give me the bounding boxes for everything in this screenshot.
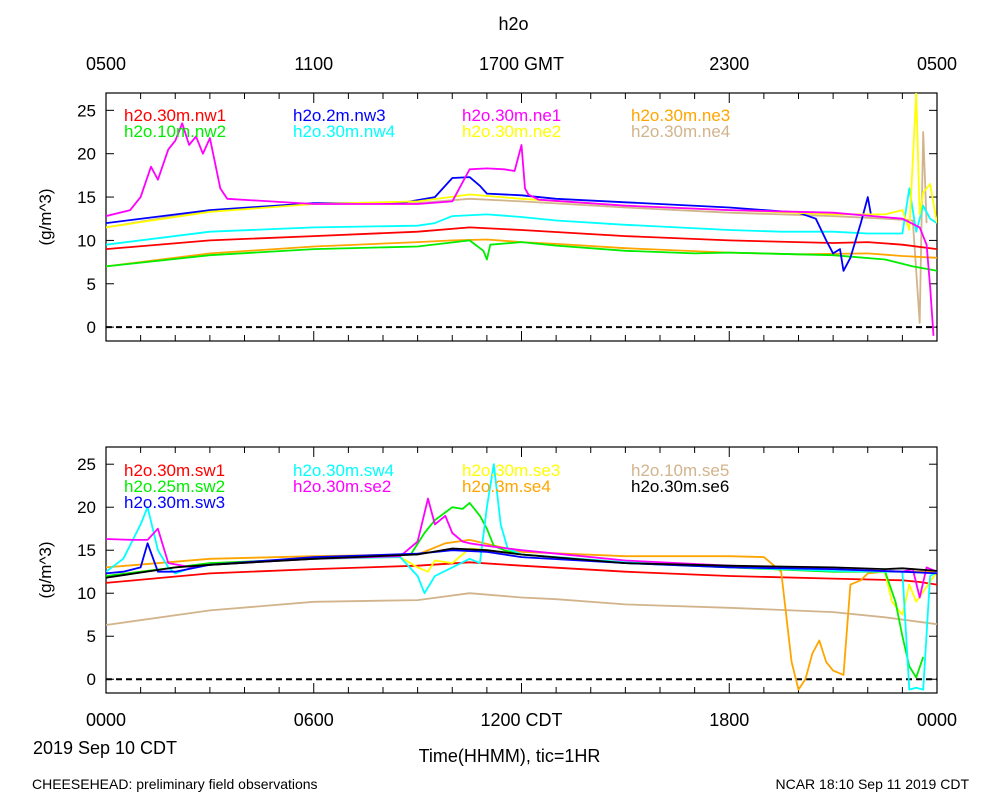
legend-entry-h2o-30m-sw4: h2o.30m.sw4 — [293, 461, 394, 480]
legend-entry-h2o-30m-sw3: h2o.30m.sw3 — [124, 493, 225, 512]
y-tick-label: 15 — [77, 188, 96, 207]
legend-entry-h2o-2m-nw3: h2o.2m.nw3 — [293, 106, 386, 125]
date-label: 2019 Sep 10 CDT — [33, 738, 177, 758]
series-line-h2o-30m-ne4 — [106, 131, 928, 324]
y-tick-label: 0 — [87, 670, 96, 689]
footer-left: CHEESEHEAD: preliminary field observatio… — [32, 776, 318, 792]
x-tick-label: 0000 — [86, 710, 126, 730]
y-axis-label: (g/m^3) — [36, 541, 55, 598]
y-tick-label: 0 — [87, 318, 96, 337]
legend-entry-h2o-30m-nw4: h2o.30m.nw4 — [293, 122, 395, 141]
x-axis-label: Time(HHMM), tic=1HR — [419, 746, 601, 766]
footer-right: NCAR 18:10 Sep 11 2019 CDT — [775, 776, 969, 792]
x-tick-label: 0600 — [294, 710, 334, 730]
y-tick-label: 25 — [77, 101, 96, 120]
y-tick-label: 20 — [77, 498, 96, 517]
series-line-h2o-2m-nw3 — [106, 176, 873, 272]
top-axis-label: 2300 — [709, 54, 749, 74]
top-axis-label: 1700 GMT — [479, 54, 564, 74]
y-tick-label: 10 — [77, 584, 96, 603]
series-line-h2o-10m-se5 — [106, 592, 937, 626]
series-line-h2o-30m-sw1 — [106, 561, 937, 586]
series-line-h2o-30m-se6 — [106, 547, 937, 579]
y-tick-label: 15 — [77, 541, 96, 560]
top-axis-label: 0500 — [917, 54, 957, 74]
legend-entry-h2o-10m-nw2: h2o.10m.nw2 — [124, 122, 226, 141]
top-axis-label: 0500 — [86, 54, 126, 74]
chart-title: h2o — [498, 14, 528, 34]
series-line-h2o-30m-nw4 — [106, 187, 937, 246]
legend-entry-h2o-30m-se2: h2o.30m.se2 — [293, 477, 391, 496]
legend-entry-h2o-30m-nw1: h2o.30m.nw1 — [124, 106, 226, 125]
series-line-h2o-30m-se2 — [106, 497, 937, 599]
y-tick-label: 25 — [77, 455, 96, 474]
legend-entry-h2o-10m-se5: h2o.10m.se5 — [631, 461, 729, 480]
legend-entry-h2o-30m-ne1: h2o.30m.ne1 — [462, 106, 561, 125]
x-tick-label: 1800 — [709, 710, 749, 730]
legend-entry-h2o-30m-se6: h2o.30m.se6 — [631, 477, 729, 496]
series-line-h2o-30m-ne2 — [106, 93, 937, 231]
legend-entry-h2o-3m-se4: h2o.3m.se4 — [462, 477, 551, 496]
series-line-h2o-30m-ne1 — [106, 122, 935, 336]
y-tick-label: 5 — [87, 627, 96, 646]
top-axis-label: 1100 — [294, 54, 333, 74]
series-line-h2o-30m-ne3 — [106, 238, 937, 268]
series-line-h2o-10m-nw2 — [106, 239, 937, 272]
x-tick-label: 0000 — [917, 710, 957, 730]
legend-entry-h2o-30m-se3: h2o.30m.se3 — [462, 461, 560, 480]
series-line-h2o-3m-se4 — [106, 539, 937, 691]
x-tick-label: 1200 CDT — [480, 710, 562, 730]
legend-entry-h2o-30m-ne3: h2o.30m.ne3 — [631, 106, 730, 125]
legend-entry-h2o-30m-ne4: h2o.30m.ne4 — [631, 122, 730, 141]
legend-entry-h2o-25m-sw2: h2o.25m.sw2 — [124, 477, 225, 496]
legend-entry-h2o-30m-sw1: h2o.30m.sw1 — [124, 461, 225, 480]
legend-entry-h2o-30m-ne2: h2o.30m.ne2 — [462, 122, 561, 141]
y-tick-label: 10 — [77, 231, 96, 250]
y-tick-label: 5 — [87, 275, 96, 294]
y-axis-label: (g/m^3) — [36, 188, 55, 245]
series-line-h2o-25m-sw2 — [106, 501, 925, 679]
series-line-h2o-30m-nw1 — [106, 226, 937, 250]
y-tick-label: 20 — [77, 145, 96, 164]
